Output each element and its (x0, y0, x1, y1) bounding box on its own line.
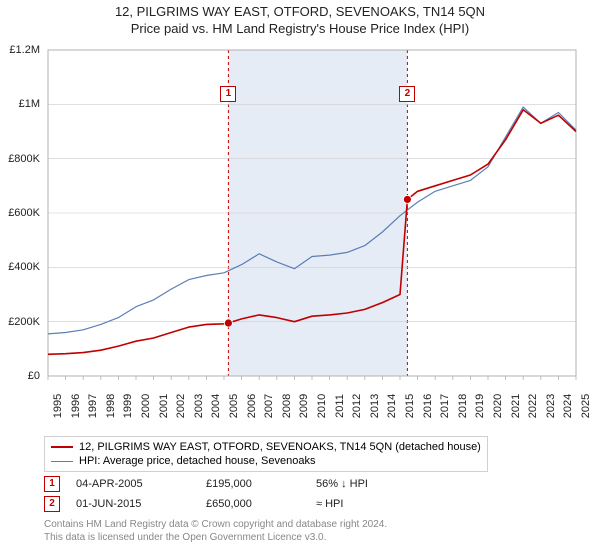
sale-date: 01-JUN-2015 (76, 498, 206, 510)
y-axis-label: £800K (4, 153, 40, 165)
sale-row: 1 04-APR-2005 £195,000 56% ↓ HPI (44, 474, 412, 494)
sale-date: 04-APR-2005 (76, 478, 206, 490)
x-axis-label: 2022 (527, 394, 539, 418)
x-axis-label: 2002 (175, 394, 187, 418)
x-axis-label: 2005 (228, 394, 240, 418)
x-axis-label: 1997 (87, 394, 99, 418)
x-axis-label: 2019 (474, 394, 486, 418)
x-axis-label: 2011 (334, 394, 346, 418)
x-axis-label: 2007 (263, 394, 275, 418)
x-axis-label: 2018 (457, 394, 469, 418)
x-axis-label: 2016 (422, 394, 434, 418)
x-axis-label: 2003 (193, 394, 205, 418)
x-axis-label: 2023 (545, 394, 557, 418)
legend: 12, PILGRIMS WAY EAST, OTFORD, SEVENOAKS… (44, 436, 488, 472)
sale-marker-badge: 2 (44, 496, 60, 512)
legend-row-hpi: HPI: Average price, detached house, Seve… (51, 454, 481, 468)
y-axis-label: £400K (4, 261, 40, 273)
x-axis-label: 1995 (52, 394, 64, 418)
x-axis-label: 2006 (246, 394, 258, 418)
x-axis-label: 1999 (122, 394, 134, 418)
marker-callout-1: 1 (220, 86, 236, 102)
sale-price: £650,000 (206, 498, 316, 510)
x-axis-label: 1996 (70, 394, 82, 418)
y-axis-label: £1.2M (4, 44, 40, 56)
sale-price: £195,000 (206, 478, 316, 490)
sales-table: 1 04-APR-2005 £195,000 56% ↓ HPI 2 01-JU… (44, 474, 412, 514)
legend-label-property: 12, PILGRIMS WAY EAST, OTFORD, SEVENOAKS… (79, 440, 481, 454)
x-axis-label: 2000 (140, 394, 152, 418)
legend-swatch-property (51, 446, 73, 448)
sale-row: 2 01-JUN-2015 £650,000 ≈ HPI (44, 494, 412, 514)
y-axis-label: £1M (4, 98, 40, 110)
x-axis-label: 2009 (298, 394, 310, 418)
x-axis-label: 2013 (369, 394, 381, 418)
license-footer: Contains HM Land Registry data © Crown c… (44, 518, 387, 544)
x-axis-label: 1998 (105, 394, 117, 418)
y-axis-label: £0 (4, 370, 40, 382)
x-axis-label: 2014 (386, 394, 398, 418)
x-axis-label: 2017 (439, 394, 451, 418)
legend-label-hpi: HPI: Average price, detached house, Seve… (79, 454, 315, 468)
x-axis-label: 2021 (510, 394, 522, 418)
x-axis-label: 2010 (316, 394, 328, 418)
y-axis-label: £200K (4, 316, 40, 328)
sale-vs-hpi: 56% ↓ HPI (316, 478, 412, 490)
sale-vs-hpi: ≈ HPI (316, 498, 412, 510)
x-axis-label: 2025 (580, 394, 592, 418)
legend-row-property: 12, PILGRIMS WAY EAST, OTFORD, SEVENOAKS… (51, 440, 481, 454)
marker-callout-2: 2 (399, 86, 415, 102)
x-axis-label: 2004 (210, 394, 222, 418)
chart-title-address: 12, PILGRIMS WAY EAST, OTFORD, SEVENOAKS… (0, 0, 600, 19)
y-axis-label: £600K (4, 207, 40, 219)
footer-line2: This data is licensed under the Open Gov… (44, 531, 387, 544)
footer-line1: Contains HM Land Registry data © Crown c… (44, 518, 387, 531)
legend-swatch-hpi (51, 461, 73, 462)
x-axis-label: 2020 (492, 394, 504, 418)
x-axis-label: 2015 (404, 394, 416, 418)
x-axis-label: 2001 (158, 394, 170, 418)
x-axis-label: 2008 (281, 394, 293, 418)
sale-marker-badge: 1 (44, 476, 60, 492)
chart-subtitle: Price paid vs. HM Land Registry's House … (0, 19, 600, 40)
x-axis-label: 2024 (562, 394, 574, 418)
x-axis-label: 2012 (351, 394, 363, 418)
price-chart (44, 44, 584, 394)
